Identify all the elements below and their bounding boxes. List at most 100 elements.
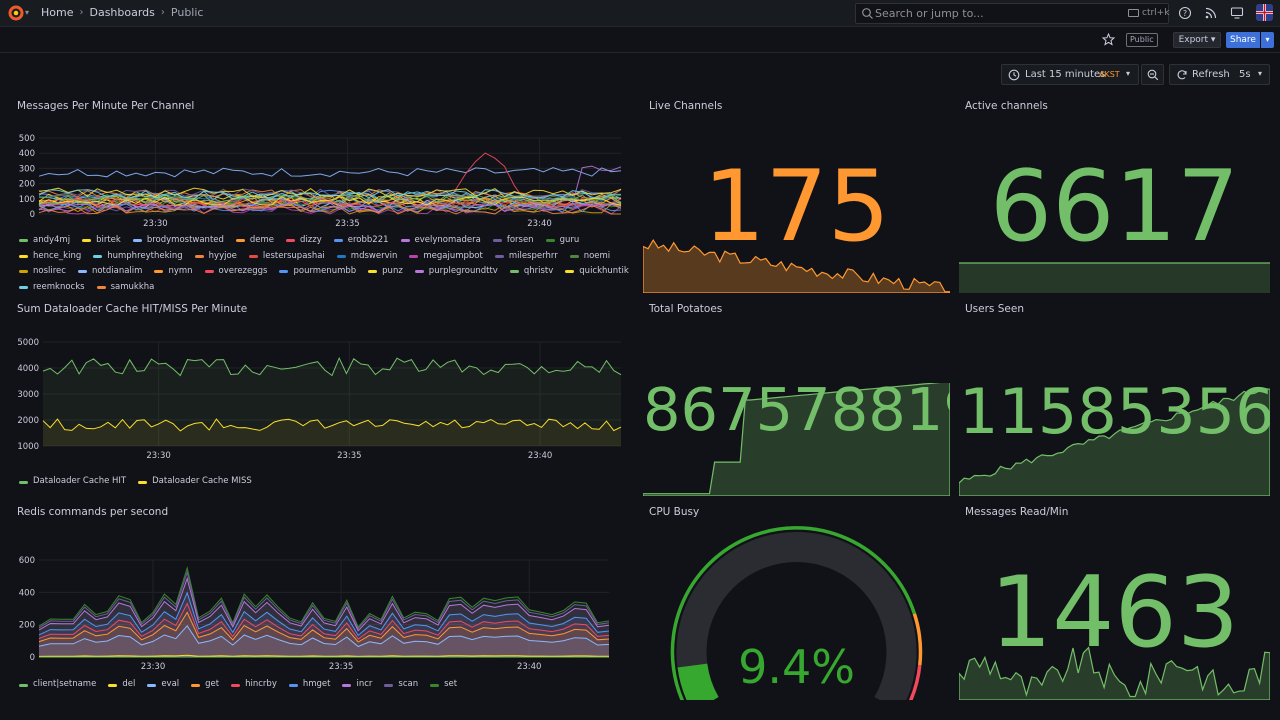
legend-item[interactable]: erobb221 bbox=[333, 233, 389, 249]
y-tick-label: 400 bbox=[19, 149, 35, 159]
legend-label: hmget bbox=[302, 679, 331, 690]
legend-item[interactable]: nymn bbox=[154, 264, 193, 280]
panel-title[interactable]: Live Channels bbox=[649, 100, 723, 112]
breadcrumb-dashboards[interactable]: Dashboards bbox=[89, 6, 155, 19]
legend-item[interactable]: lestersupashai bbox=[248, 249, 325, 265]
panel-title[interactable]: Active channels bbox=[965, 100, 1048, 112]
legend-swatch bbox=[509, 270, 519, 274]
legend-item[interactable]: mdswervin bbox=[336, 249, 397, 265]
legend-swatch bbox=[77, 270, 87, 274]
x-tick-label: 23:40 bbox=[527, 219, 552, 229]
x-tick-label: 23:30 bbox=[146, 451, 171, 461]
cache-timeseries-chart[interactable]: 5000 4000 3000 2000 1000 23:30 23:35 23:40 bbox=[17, 333, 629, 473]
legend-item[interactable]: eval bbox=[147, 676, 179, 694]
star-icon[interactable] bbox=[1102, 33, 1115, 46]
legend-item[interactable]: megajumpbot bbox=[409, 249, 483, 265]
y-tick-label: 300 bbox=[19, 164, 35, 174]
grafana-logo-icon[interactable] bbox=[7, 4, 25, 22]
legend-item[interactable]: evelynomadera bbox=[400, 233, 481, 249]
panel-title[interactable]: Users Seen bbox=[965, 303, 1024, 315]
legend-label: hence_king bbox=[33, 250, 82, 261]
legend-item[interactable]: hyyjoe bbox=[194, 249, 237, 265]
legend-item[interactable]: incr bbox=[342, 676, 372, 694]
stat-value: 867578819 bbox=[643, 375, 950, 444]
legend-label: hyyjoe bbox=[208, 250, 237, 261]
chevron-right-icon: › bbox=[160, 7, 165, 18]
legend-item[interactable]: noemi bbox=[569, 249, 610, 265]
redis-timeseries-chart[interactable]: 600 400 200 0 23:30 23:35 23:40 bbox=[17, 540, 629, 678]
panel-title[interactable]: Messages Per Minute Per Channel bbox=[17, 100, 195, 112]
chevron-down-icon[interactable]: ▾ bbox=[25, 8, 30, 17]
x-tick-label: 23:30 bbox=[143, 219, 168, 229]
legend-item[interactable]: brodymostwanted bbox=[132, 233, 224, 249]
legend-item[interactable]: forsen bbox=[492, 233, 534, 249]
legend-swatch bbox=[492, 239, 502, 243]
panel-title[interactable]: Sum Dataloader Cache HIT/MISS Per Minute bbox=[17, 303, 248, 315]
legend-item[interactable]: birtek bbox=[82, 233, 121, 249]
legend-item[interactable]: humphreytheking bbox=[93, 249, 183, 265]
refresh-interval[interactable]: 5s bbox=[1239, 69, 1251, 80]
share-button[interactable]: Share bbox=[1226, 32, 1260, 48]
legend-swatch bbox=[231, 683, 241, 687]
legend-swatch bbox=[368, 270, 378, 274]
help-icon[interactable]: ? bbox=[1178, 6, 1192, 20]
panel-title[interactable]: Messages Read/Min bbox=[965, 506, 1069, 518]
legend-item[interactable]: andy4mj bbox=[19, 233, 70, 249]
series-line bbox=[38, 654, 609, 657]
legend-item[interactable]: quickhuntik bbox=[565, 264, 629, 280]
share-options-chevron-icon[interactable]: ▾ bbox=[1261, 32, 1274, 48]
legend-item[interactable]: hmget bbox=[288, 676, 331, 694]
zoom-out-button[interactable] bbox=[1141, 64, 1164, 85]
legend-item[interactable]: notdianalim bbox=[77, 264, 142, 280]
legend-item[interactable]: overezeggs bbox=[204, 264, 267, 280]
legend-item[interactable]: deme bbox=[235, 233, 274, 249]
user-avatar[interactable] bbox=[1256, 4, 1273, 21]
series-line bbox=[38, 167, 622, 178]
legend-swatch bbox=[147, 683, 157, 687]
legend-item[interactable]: noslirec bbox=[19, 264, 66, 280]
messages-read-sparkline bbox=[959, 646, 1270, 700]
legend-item[interactable]: pourmenumbb bbox=[279, 264, 356, 280]
legend-item[interactable]: set bbox=[430, 676, 457, 694]
legend-item[interactable]: Dataloader Cache MISS bbox=[138, 473, 252, 491]
legend-item[interactable]: reemknocks bbox=[19, 280, 85, 290]
series-line bbox=[38, 188, 622, 199]
legend-item[interactable]: samukkha bbox=[96, 280, 154, 290]
legend-item[interactable]: qhristv bbox=[509, 264, 553, 280]
panel-active-channels: Active channels 6617 bbox=[959, 100, 1270, 293]
legend-label: eval bbox=[161, 679, 180, 690]
panel-messages-read: Messages Read/Min 1463 bbox=[959, 506, 1270, 700]
y-tick-label: 5000 bbox=[17, 338, 39, 348]
rss-icon[interactable] bbox=[1204, 6, 1218, 20]
panel-title[interactable]: Redis commands per second bbox=[17, 506, 169, 518]
legend-item[interactable]: get bbox=[191, 676, 219, 694]
users-seen-sparkline bbox=[959, 388, 1270, 496]
time-range-picker[interactable]: Last 15 minutes AKST ▾ bbox=[1001, 64, 1139, 85]
series-line bbox=[38, 198, 622, 208]
legend-item[interactable]: client|setname bbox=[19, 676, 96, 694]
legend-label: guru bbox=[559, 235, 580, 245]
panel-title[interactable]: Total Potatoes bbox=[649, 303, 723, 315]
breadcrumb-home[interactable]: Home bbox=[41, 6, 74, 19]
messages-timeseries-chart[interactable]: 500 400 300 200 100 0 23:30 23:35 23:40 bbox=[17, 128, 629, 232]
legend-item[interactable]: dizzy bbox=[286, 233, 322, 249]
x-tick-label: 23:40 bbox=[528, 451, 553, 461]
legend-item[interactable]: Dataloader Cache HIT bbox=[19, 473, 126, 491]
legend-item[interactable]: scan bbox=[384, 676, 418, 694]
series-line bbox=[38, 202, 622, 212]
legend-item[interactable]: purplegroundttv bbox=[414, 264, 498, 280]
legend-item[interactable]: hincrby bbox=[231, 676, 277, 694]
legend-item[interactable]: hence_king bbox=[19, 249, 81, 265]
legend-item[interactable]: del bbox=[108, 676, 135, 694]
panel-title[interactable]: CPU Busy bbox=[649, 506, 700, 518]
x-tick-label: 23:35 bbox=[329, 662, 354, 672]
legend-item[interactable]: guru bbox=[545, 233, 580, 249]
kiosk-monitor-icon[interactable] bbox=[1230, 6, 1244, 20]
refresh-button[interactable]: Refresh 5s ▾ bbox=[1169, 64, 1270, 85]
export-button[interactable]: Export ▾ bbox=[1173, 32, 1221, 48]
chevron-down-icon[interactable]: ▾ bbox=[1258, 69, 1263, 78]
y-tick-label: 0 bbox=[30, 210, 35, 220]
search-input[interactable]: Search or jump to... ctrl+k bbox=[855, 3, 1169, 24]
legend-item[interactable]: milesperhrr bbox=[494, 249, 558, 265]
legend-item[interactable]: punz bbox=[368, 264, 403, 280]
